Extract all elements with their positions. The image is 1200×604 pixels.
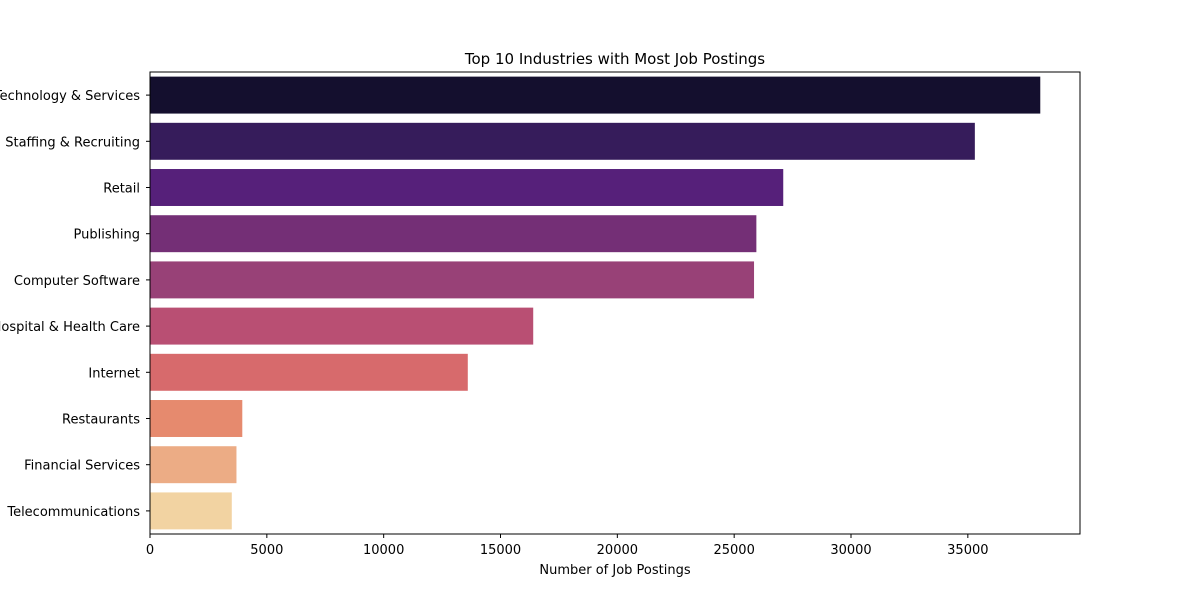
x-axis-label: Number of Job Postings [539,563,690,578]
bar-7 [150,400,243,437]
y-tick-label: Information Technology & Services [0,89,140,104]
y-tick-label: Retail [103,182,140,197]
bar-0 [150,76,1041,114]
y-tick-label: Financial Services [24,459,140,474]
x-tick-label: 20000 [597,543,638,558]
bar-1 [150,122,975,160]
x-tick-label: 25000 [713,543,754,558]
bar-4 [150,261,755,299]
y-tick-labels: Information Technology & Services Staffin… [0,89,150,520]
bar-8 [150,446,237,484]
plot-frame [149,71,1081,535]
x-tick-label: 5000 [250,543,283,558]
y-tick-label: Telecommunications [6,505,140,520]
bar-5 [150,307,534,345]
x-tick-label: 30000 [830,543,871,558]
x-ticks: 0 5000 10000 15000 20000 25000 30000 35000 [146,534,989,558]
y-tick-label: Publishing [74,228,140,243]
bar-3 [150,215,757,253]
chart-title: Top 10 Industries with Most Job Postings [464,50,765,68]
bar-6 [150,353,468,391]
y-tick-label: Internet [88,366,140,381]
y-tick-label: Staffing & Recruiting [5,135,140,150]
bars-group [150,76,1041,530]
bar-9 [150,492,232,530]
bar-2 [150,169,784,206]
y-tick-label: Computer Software [14,274,140,289]
y-tick-label: Restaurants [62,413,140,428]
y-tick-label: Hospital & Health Care [0,320,140,335]
x-tick-label: 0 [146,543,154,558]
x-tick-label: 35000 [947,543,988,558]
x-tick-label: 15000 [480,543,521,558]
x-tick-label: 10000 [363,543,404,558]
